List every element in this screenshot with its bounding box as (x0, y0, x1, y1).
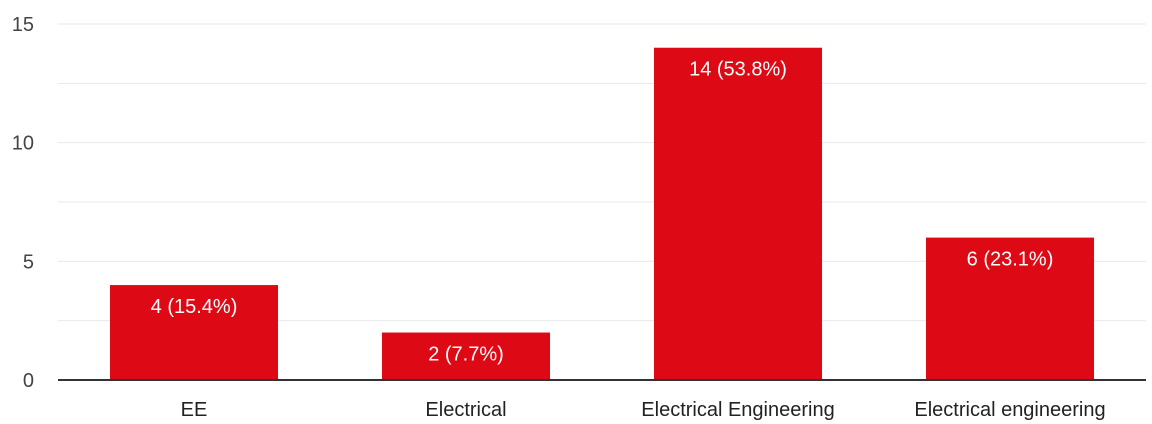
x-category-label: EE (181, 399, 208, 421)
x-axis-labels: EE Electrical Electrical Engineering Electr… (181, 399, 1106, 421)
x-category-label: Electrical engineering (914, 399, 1105, 421)
data-label: 14 (53.8%) (689, 59, 787, 81)
y-tick-label: 15 (12, 14, 34, 36)
x-category-label: Electrical (425, 399, 506, 421)
bar (654, 47, 822, 380)
bar (926, 237, 1094, 380)
data-label: 4 (15.4%) (151, 296, 238, 318)
y-tick-label: 10 (12, 133, 34, 155)
bars: 4 (15.4%) 2 (7.7%) 14 (53.8%) 6 (23.1%) (110, 47, 1094, 380)
y-tick-label: 0 (23, 370, 34, 392)
y-axis-ticks: 0 5 10 15 (12, 14, 34, 392)
x-category-label: Electrical Engineering (641, 399, 834, 421)
bar (110, 285, 278, 380)
data-label: 6 (23.1%) (967, 249, 1054, 271)
y-tick-label: 5 (23, 251, 34, 273)
data-label: 2 (7.7%) (428, 344, 504, 366)
bar (382, 332, 550, 380)
